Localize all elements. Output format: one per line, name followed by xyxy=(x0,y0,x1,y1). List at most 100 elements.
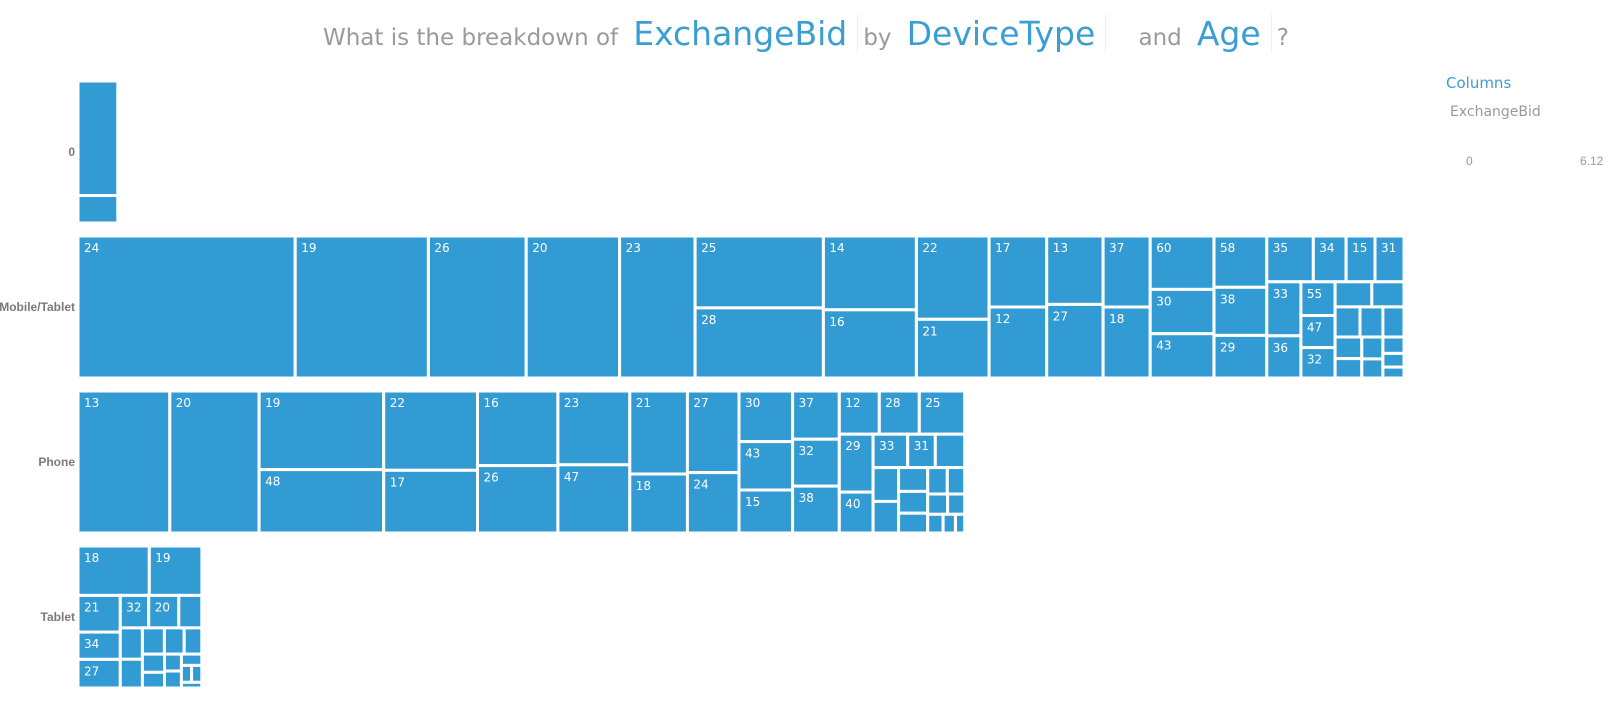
cell-label: 20 xyxy=(176,396,191,410)
treemap-cell[interactable] xyxy=(118,657,144,690)
treemap-cell[interactable] xyxy=(821,308,918,380)
treemap-cell[interactable] xyxy=(693,234,825,310)
cell-label: 15 xyxy=(1352,241,1367,255)
cell-label: 47 xyxy=(1307,321,1322,335)
cell-label: 27 xyxy=(84,664,99,678)
cell-label: 58 xyxy=(1220,241,1235,255)
treemap-cell[interactable] xyxy=(871,499,901,535)
treemap-cell[interactable] xyxy=(791,484,841,535)
treemap-cell[interactable] xyxy=(1148,287,1216,336)
treemap-cell[interactable] xyxy=(1333,357,1364,380)
cell-label: 18 xyxy=(1109,312,1124,326)
treemap-cell[interactable] xyxy=(954,512,967,535)
treemap-cell[interactable] xyxy=(163,652,183,673)
treemap-cell[interactable] xyxy=(524,234,622,380)
cell-label: 13 xyxy=(84,396,99,410)
treemap-cell[interactable] xyxy=(293,234,430,380)
treemap-cell[interactable] xyxy=(168,389,261,535)
treemap-cell[interactable] xyxy=(1045,302,1105,380)
treemap-cell[interactable] xyxy=(118,626,144,661)
treemap-cell[interactable] xyxy=(914,317,991,380)
treemap-cell[interactable] xyxy=(618,234,697,380)
treemap-cell[interactable] xyxy=(556,389,632,467)
treemap-cell[interactable] xyxy=(147,544,204,597)
treemap-cell[interactable] xyxy=(76,234,297,380)
cell-label: 25 xyxy=(925,396,940,410)
treemap-cell[interactable] xyxy=(941,512,957,535)
treemap-cell[interactable] xyxy=(987,234,1049,309)
cell-label: 13 xyxy=(1053,241,1068,255)
treemap-cell[interactable] xyxy=(476,464,560,535)
treemap-cell[interactable] xyxy=(162,626,186,656)
treemap-cell[interactable] xyxy=(1358,305,1385,339)
treemap-cell[interactable] xyxy=(1381,305,1406,339)
treemap-cell[interactable] xyxy=(179,663,194,684)
treemap-cell[interactable] xyxy=(1265,280,1303,338)
treemap-cell[interactable] xyxy=(179,652,204,667)
treemap-cell[interactable] xyxy=(179,680,204,690)
cell-label: 25 xyxy=(701,241,716,255)
treemap-cell[interactable] xyxy=(140,652,166,674)
treemap-cell[interactable] xyxy=(926,492,950,516)
treemap-cell[interactable] xyxy=(426,234,528,380)
treemap-cell[interactable] xyxy=(926,512,945,535)
measure-field[interactable]: ExchangeBid xyxy=(623,14,859,53)
cell-label: 29 xyxy=(845,439,860,453)
treemap-cell[interactable] xyxy=(476,389,560,468)
dimension-field-2[interactable]: Age xyxy=(1186,14,1272,53)
treemap-row: 0 xyxy=(68,79,120,225)
treemap-cell[interactable] xyxy=(556,463,632,535)
treemap-cell[interactable] xyxy=(1381,335,1406,355)
cell-label: 47 xyxy=(564,470,579,484)
treemap-cell[interactable] xyxy=(987,305,1049,380)
treemap-cell[interactable] xyxy=(693,306,825,380)
treemap-cell[interactable] xyxy=(897,466,930,493)
treemap-cell[interactable] xyxy=(1360,357,1385,380)
treemap-cell[interactable] xyxy=(382,389,480,472)
treemap-cell[interactable] xyxy=(182,626,204,656)
treemap-cell[interactable] xyxy=(926,466,949,496)
treemap-cell[interactable] xyxy=(946,492,967,516)
treemap-cell[interactable] xyxy=(906,432,937,470)
dimension-field-1[interactable]: DeviceType xyxy=(896,14,1107,53)
cell-label: 29 xyxy=(1220,340,1235,354)
treemap-cell[interactable] xyxy=(897,511,930,535)
treemap-cell[interactable] xyxy=(76,194,120,225)
treemap-cell[interactable] xyxy=(1101,305,1152,380)
treemap-row: Mobile/Tablet 24 19 26 20 23 25 28 14 16 22 21 17 12 1… xyxy=(0,234,1406,380)
treemap-cell[interactable] xyxy=(76,79,120,197)
legend-title[interactable]: Columns xyxy=(1446,74,1512,92)
treemap-cell[interactable] xyxy=(1333,335,1364,361)
treemap-cell[interactable] xyxy=(257,468,386,535)
treemap-cell[interactable] xyxy=(76,657,122,690)
treemap-cell[interactable] xyxy=(685,471,741,535)
cell-label: 60 xyxy=(1156,241,1171,255)
treemap-cell[interactable] xyxy=(897,489,930,515)
treemap-cell[interactable] xyxy=(163,669,183,690)
question-and: and xyxy=(1138,25,1182,51)
cell-label: 43 xyxy=(1156,339,1171,353)
treemap-cell[interactable] xyxy=(871,466,901,504)
treemap-cell[interactable] xyxy=(177,593,204,630)
treemap-cell[interactable] xyxy=(1381,365,1406,380)
treemap-cell[interactable] xyxy=(917,389,967,436)
treemap-cell[interactable] xyxy=(190,663,204,684)
treemap-cell[interactable] xyxy=(140,670,166,690)
treemap-cell[interactable] xyxy=(1148,332,1216,380)
treemap-cell[interactable] xyxy=(1333,305,1362,339)
treemap-cell[interactable] xyxy=(140,626,166,656)
treemap-cell[interactable] xyxy=(76,593,122,634)
treemap-cell[interactable] xyxy=(1360,335,1385,361)
cell-label: 38 xyxy=(799,491,814,505)
cell-label: 24 xyxy=(693,478,708,492)
treemap-row: Phone 13 20 19 48 22 17 16 26 23 47 21 18 27 24 30 43 15 3… xyxy=(38,389,967,535)
treemap-cell[interactable] xyxy=(945,466,967,496)
treemap-cell[interactable] xyxy=(1370,280,1406,309)
cell-label: 18 xyxy=(636,479,651,493)
treemap-cell[interactable] xyxy=(1333,280,1374,309)
treemap-cell[interactable] xyxy=(933,432,967,470)
legend-max: 6.12 xyxy=(1580,154,1604,168)
treemap-cell[interactable] xyxy=(76,389,172,535)
treemap-cell[interactable] xyxy=(1381,351,1406,369)
treemap-cell[interactable] xyxy=(1373,234,1406,284)
